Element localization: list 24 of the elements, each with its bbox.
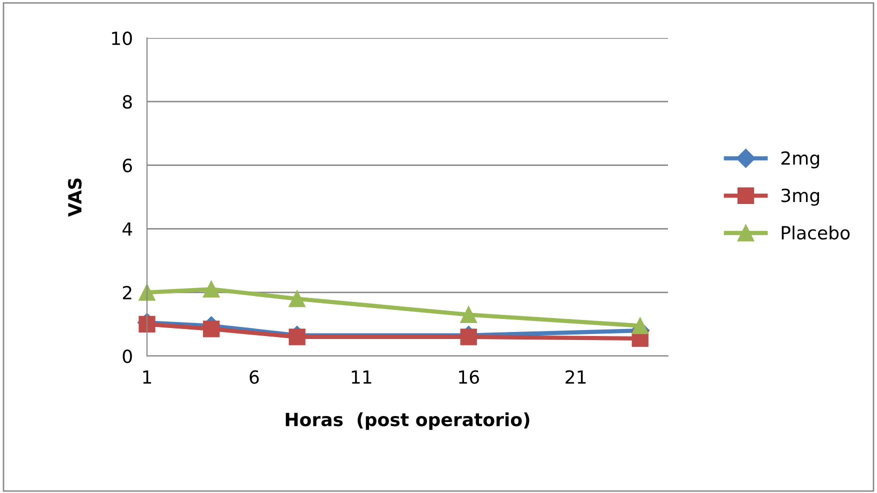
y-tick-label: 0 xyxy=(122,349,132,364)
x-tick-label: 21 xyxy=(566,370,586,384)
legend-label: 3mg xyxy=(781,188,819,206)
x-tick-label: 6 xyxy=(250,370,259,384)
point xyxy=(202,280,220,298)
point xyxy=(632,317,648,334)
y-tick-label: 2 xyxy=(122,286,132,300)
point xyxy=(288,328,306,346)
y-tick-label: 4 xyxy=(122,222,132,236)
y-tick-label: 6 xyxy=(122,158,132,172)
y-tick-label: 10 xyxy=(112,31,132,46)
point xyxy=(138,284,156,301)
y-axis-title: VAS xyxy=(68,178,82,217)
point xyxy=(460,306,477,323)
x-tick-label: 16 xyxy=(459,370,479,384)
legend-label: Placebo xyxy=(782,226,850,240)
point xyxy=(288,290,306,308)
legend-label: 2mg xyxy=(781,151,819,168)
y-tick-label: 8 xyxy=(122,95,132,109)
x-axis-title: Horas (post operatorio) xyxy=(286,412,530,430)
point xyxy=(460,328,477,346)
x-tick-label: 11 xyxy=(352,370,372,384)
point xyxy=(202,320,220,338)
x-tick-label: 1 xyxy=(143,370,152,384)
